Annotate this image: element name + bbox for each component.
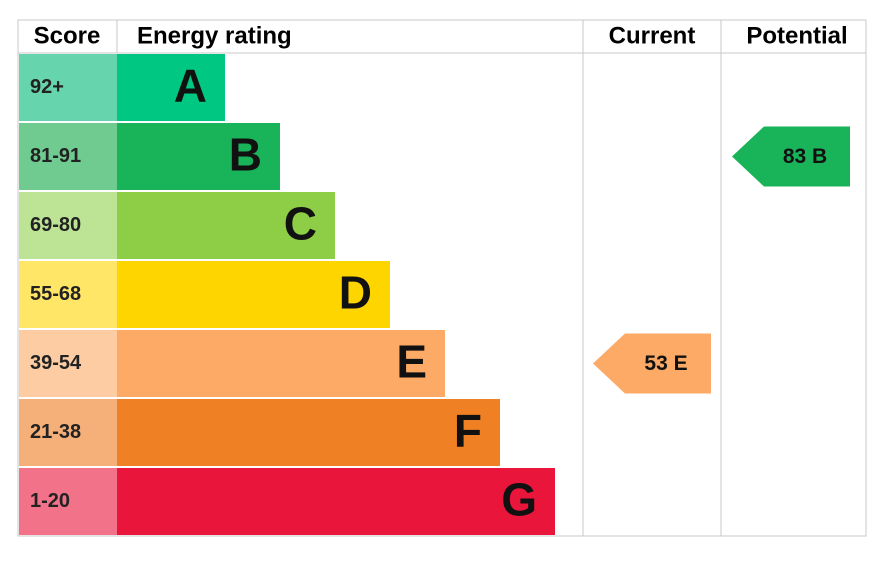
- band-letter: D: [339, 267, 372, 319]
- score-cell: [19, 330, 117, 397]
- band-bar: [117, 54, 225, 121]
- score-label: 39-54: [30, 352, 82, 374]
- score-cell: [19, 54, 117, 121]
- score-cell: [19, 261, 117, 328]
- current-label: 53 E: [644, 352, 687, 375]
- band-bar: [117, 123, 280, 190]
- band-letter: E: [396, 336, 427, 388]
- band-letter: G: [501, 474, 537, 526]
- current-arrow: [593, 333, 711, 394]
- header-energy: Energy rating: [137, 22, 292, 49]
- header-current: Current: [609, 22, 696, 49]
- band-letter: B: [229, 129, 262, 181]
- band-bar: [117, 399, 500, 466]
- header-score: Score: [34, 22, 101, 49]
- score-label: 69-80: [30, 214, 81, 236]
- band-bar: [117, 330, 445, 397]
- score-cell: [19, 192, 117, 259]
- band-bar: [117, 468, 555, 535]
- band-letter: A: [174, 60, 207, 112]
- score-label: 1-20: [30, 490, 70, 512]
- band-bar: [117, 261, 390, 328]
- score-label: 81-91: [30, 145, 81, 167]
- band-letter: F: [454, 405, 482, 457]
- score-cell: [19, 399, 117, 466]
- score-label: 21-38: [30, 421, 81, 443]
- header-potential: Potential: [746, 22, 847, 49]
- potential-label: 83 B: [783, 145, 827, 168]
- score-cell: [19, 468, 117, 535]
- score-label: 92+: [30, 76, 64, 98]
- band-letter: C: [284, 198, 317, 250]
- potential-arrow: [732, 126, 850, 187]
- band-bar: [117, 192, 335, 259]
- score-label: 55-68: [30, 283, 81, 305]
- score-cell: [19, 123, 117, 190]
